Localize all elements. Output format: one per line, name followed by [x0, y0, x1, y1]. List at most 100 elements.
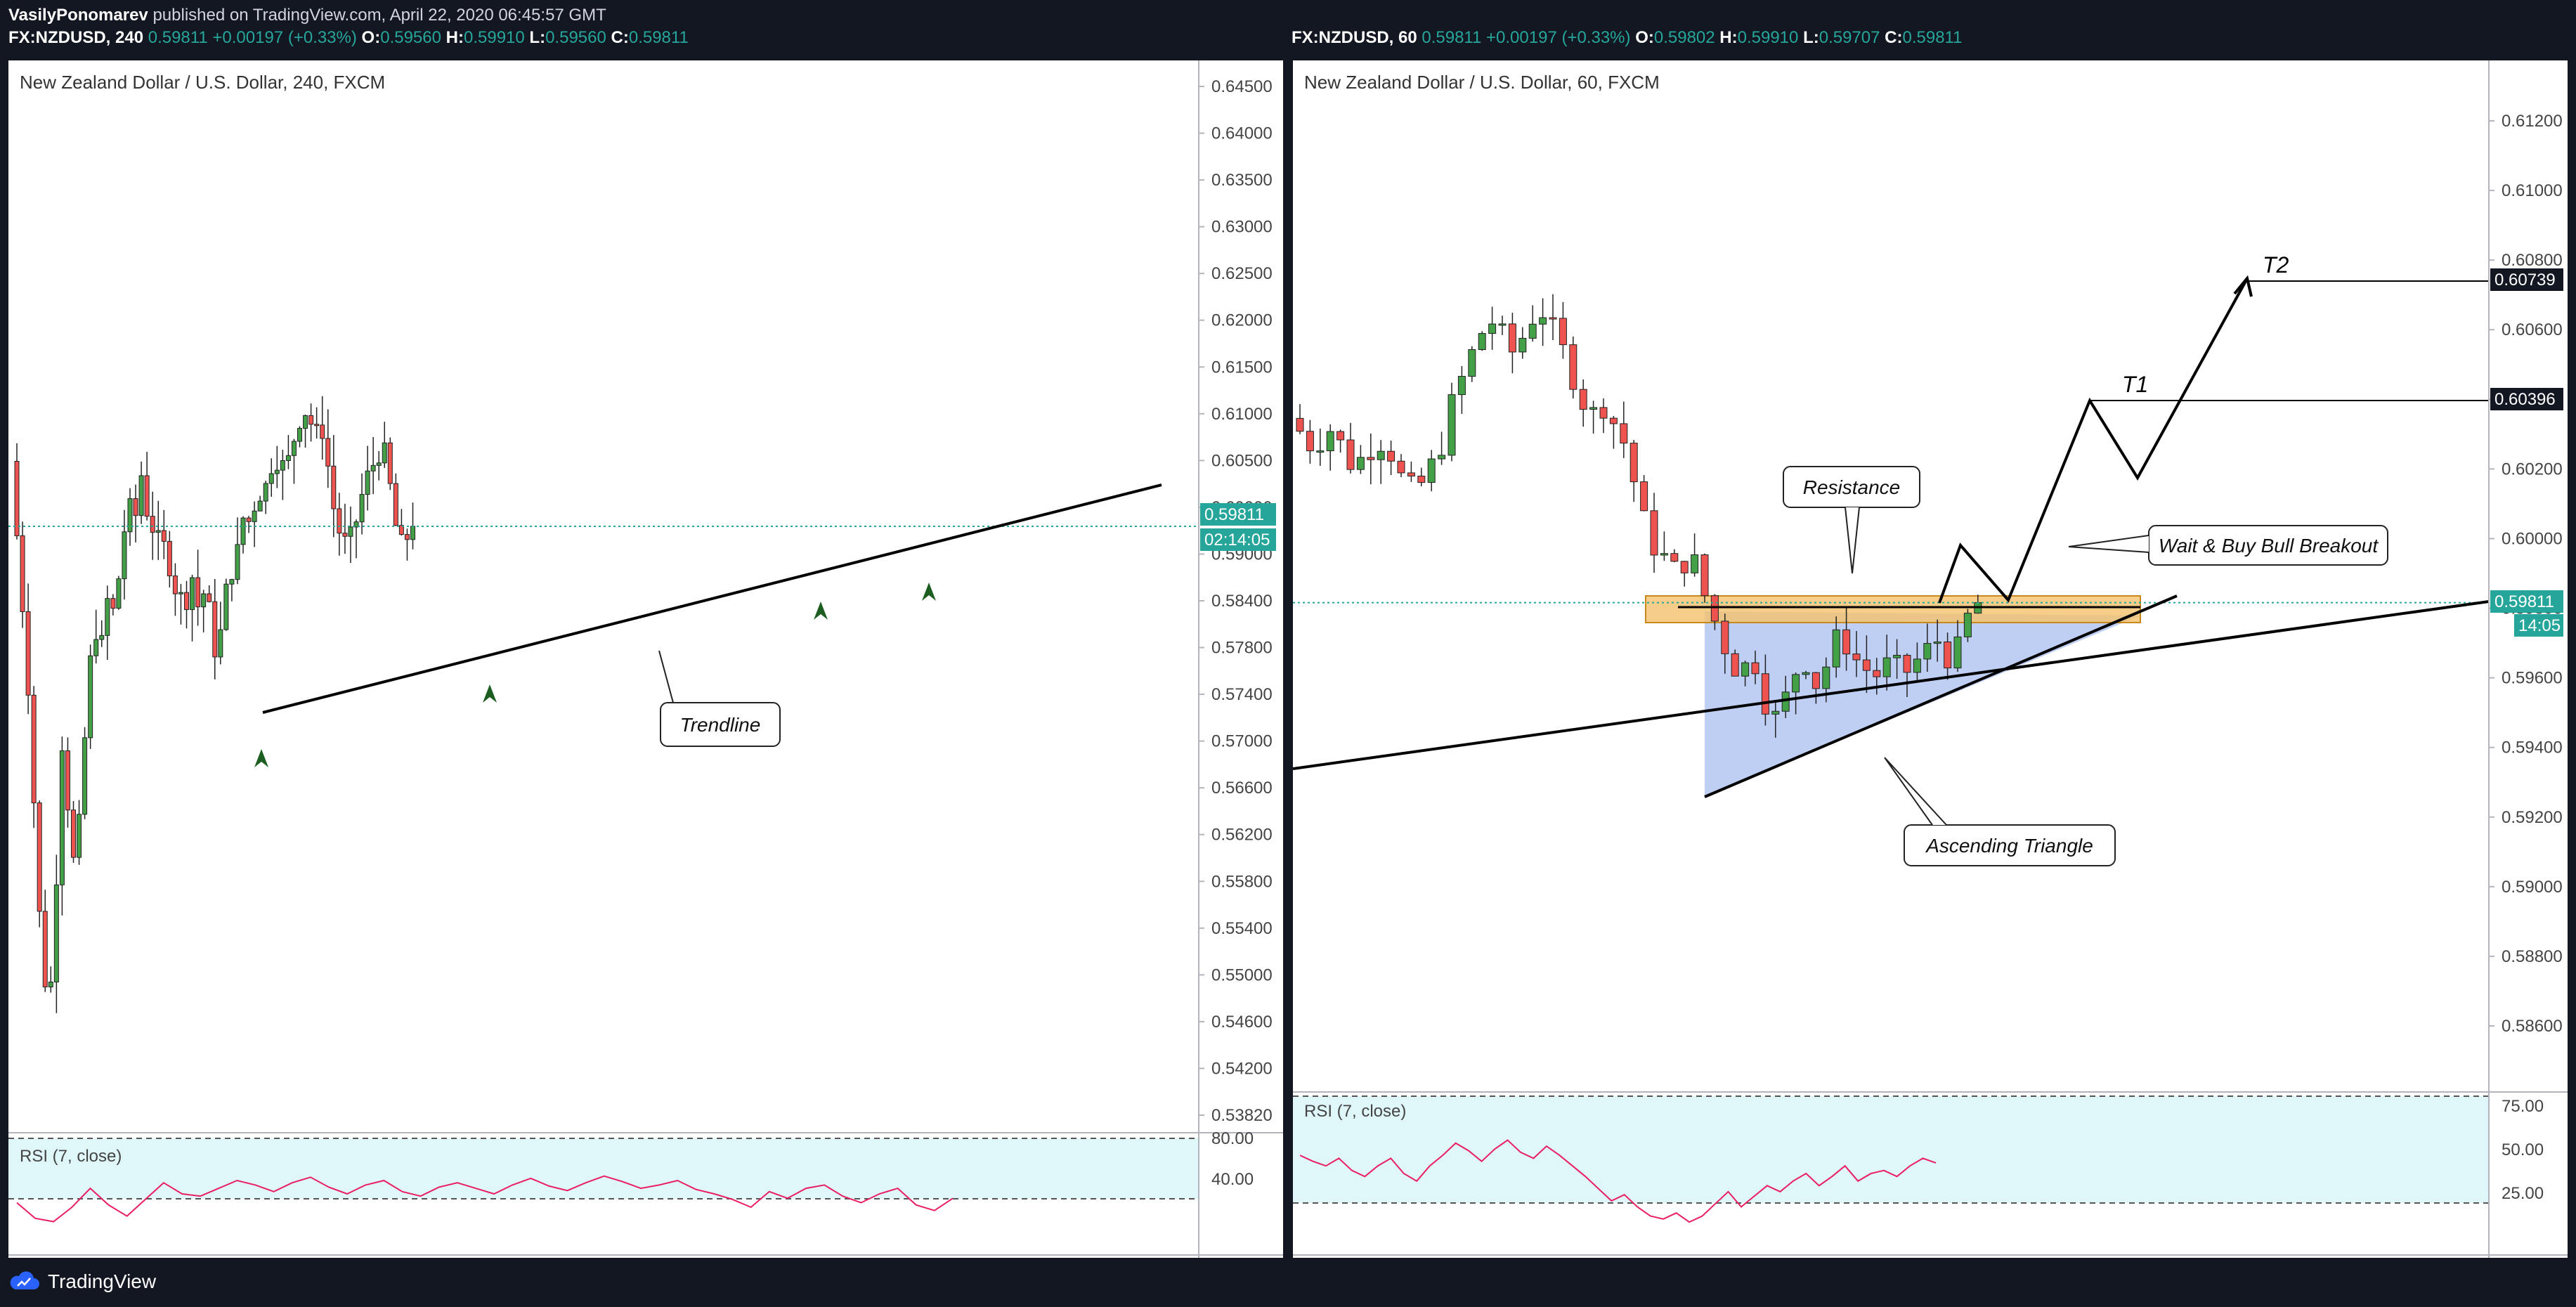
trendline[interactable] — [262, 483, 1162, 714]
candle — [1822, 666, 1830, 689]
price-axis-label[interactable]: 0.55000 — [1211, 965, 1273, 984]
right-candles — [1293, 294, 2489, 738]
left-countdown-tag[interactable]: 02:14:05 — [1204, 531, 1270, 550]
price-axis-label[interactable]: 0.59400 — [2502, 739, 2563, 757]
price-axis-label[interactable]: 0.60000 — [2502, 529, 2563, 548]
price-axis-label[interactable]: 0.60600 — [2502, 320, 2563, 339]
triangle-callout-box[interactable] — [1904, 824, 2116, 866]
right-countdown-tag[interactable]: 14:05 — [2518, 616, 2561, 635]
candle — [53, 884, 59, 982]
breakout-callout[interactable]: Wait & Buy Bull Breakout — [2159, 535, 2379, 557]
resistance-zone[interactable] — [1645, 595, 2141, 623]
price-axis-label[interactable]: 0.62500 — [1211, 264, 1273, 283]
target2-price-tag[interactable]: 0.60739 — [2494, 271, 2556, 290]
rsi-axis-label[interactable]: 75.00 — [2502, 1097, 2544, 1116]
triangle-callout[interactable]: Ascending Triangle — [1925, 835, 2093, 857]
price-axis-label[interactable]: 0.61000 — [1211, 405, 1273, 424]
right-chart-pane[interactable]: T1 T2 Resistance Wait & Buy Bull Breakout As… — [1293, 60, 2568, 1258]
price-axis-label[interactable]: 0.59200 — [2502, 808, 2563, 827]
price-axis-label[interactable]: 0.63500 — [1211, 171, 1273, 190]
price-axis-label[interactable]: 0.54600 — [1211, 1013, 1273, 1032]
right-chart-svg[interactable]: T1 T2 Resistance Wait & Buy Bull Breakout As… — [1293, 60, 2568, 1258]
candle — [1923, 643, 1932, 660]
price-axis-label[interactable]: 0.57400 — [1211, 685, 1273, 704]
resistance-callout[interactable]: Resistance — [1803, 476, 1901, 498]
trendline-callout[interactable]: Trendline — [680, 714, 761, 736]
price-axis-label[interactable]: 0.55800 — [1211, 872, 1273, 891]
right-last-price-tag[interactable]: 0.59811 — [2494, 592, 2554, 611]
projected-path[interactable] — [1938, 280, 2247, 604]
candle — [37, 802, 42, 912]
candle — [404, 534, 410, 540]
price-axis-label[interactable]: 0.59600 — [2502, 669, 2563, 688]
price-axis-label[interactable]: 0.58800 — [2502, 947, 2563, 966]
candle — [105, 598, 110, 636]
left-chart-svg[interactable]: Trendline 0.645000.640000.635000.630000.… — [8, 60, 1283, 1258]
candle — [1589, 407, 1598, 410]
left-price-axis[interactable]: 0.64500 0.64000 0.63500 0.63000 0.62500 0.620… — [8, 60, 1283, 1258]
price-axis-label[interactable]: 0.61000 — [2502, 181, 2563, 200]
price-axis-label[interactable]: 0.60200 — [2502, 460, 2563, 479]
left-symbol[interactable]: FX:NZDUSD, 240 — [8, 28, 144, 47]
price-axis-label[interactable]: 0.60800 — [2502, 251, 2563, 270]
candle — [1488, 323, 1497, 334]
candle — [1599, 407, 1608, 419]
trendline-callout-box[interactable] — [660, 702, 781, 747]
price-axis-label[interactable]: 0.61500 — [1211, 358, 1273, 377]
price-axis-label[interactable]: 0.62000 — [1211, 311, 1273, 330]
left-last-price-tag[interactable]: 0.59811 — [1204, 505, 1264, 524]
target1-price-tag[interactable]: 0.60396 — [2494, 390, 2556, 409]
candle — [1913, 658, 1921, 673]
candle — [190, 577, 195, 611]
price-axis-label[interactable]: 0.57000 — [1211, 732, 1273, 751]
left-drawings[interactable]: Trendline — [254, 483, 1162, 767]
price-axis-label[interactable]: 0.53820 — [1211, 1106, 1273, 1125]
price-axis-label[interactable]: 0.54200 — [1211, 1059, 1273, 1078]
triangle-support-line[interactable] — [1704, 594, 2178, 798]
candle — [195, 577, 201, 608]
candle — [1761, 673, 1769, 715]
candle — [1640, 481, 1648, 512]
price-axis-label[interactable]: 0.60500 — [1211, 451, 1273, 470]
price-axis-label[interactable]: 0.55400 — [1211, 919, 1273, 938]
left-chart-title: New Zealand Dollar / U.S. Dollar, 240, F… — [20, 72, 386, 93]
rsi-axis-label[interactable]: 40.00 — [1211, 1170, 1254, 1189]
price-axis-label[interactable]: 0.61200 — [2502, 112, 2563, 131]
price-axis-label[interactable]: 0.64000 — [1211, 124, 1273, 143]
tradingview-footer[interactable]: TradingView — [8, 1266, 156, 1297]
right-close: 0.59811 — [1902, 28, 1963, 47]
right-drawings[interactable]: T1 T2 Resistance Wait & Buy Bull Breakout As… — [1293, 252, 2490, 866]
candle — [71, 809, 76, 858]
right-symbol[interactable]: FX:NZDUSD, 60 — [1292, 28, 1417, 47]
rsi-axis-label[interactable]: 50.00 — [2502, 1140, 2544, 1159]
left-chart-pane[interactable]: Trendline 0.64500 0.64000 0.63500 0.63000 0.… — [8, 60, 1283, 1258]
price-axis-label[interactable]: 0.63000 — [1211, 218, 1273, 237]
candle — [348, 526, 353, 537]
candle — [280, 460, 285, 471]
right-price-axis[interactable]: 0.612000.610000.608000.606000.604000.602… — [1293, 60, 2568, 1258]
long-trendline[interactable] — [1293, 600, 2490, 770]
price-axis-label[interactable]: 0.56200 — [1211, 826, 1273, 845]
candle — [1397, 460, 1405, 474]
author-name[interactable]: VasilyPonomarev — [8, 6, 148, 25]
candle — [1721, 620, 1729, 654]
price-axis-label[interactable]: 0.58600 — [2502, 1017, 2563, 1036]
candle — [1498, 323, 1507, 326]
t2-label[interactable]: T2 — [2263, 252, 2289, 278]
t1-label[interactable]: T1 — [2122, 372, 2148, 397]
brand-name: TradingView — [48, 1270, 157, 1292]
candle — [1296, 417, 1304, 432]
rsi-axis-label[interactable]: 80.00 — [1211, 1129, 1254, 1148]
price-axis-label[interactable]: 0.57800 — [1211, 639, 1273, 658]
price-axis-label[interactable]: 0.56600 — [1211, 779, 1273, 798]
price-axis-label[interactable]: 0.58400 — [1211, 592, 1273, 611]
target1-price-tag-bg — [2490, 388, 2563, 410]
rsi-axis-label[interactable]: 25.00 — [2502, 1184, 2544, 1203]
right-chart-title: New Zealand Dollar / U.S. Dollar, 60, FX… — [1304, 72, 1660, 93]
price-axis-label[interactable]: 0.64500 — [1211, 77, 1273, 96]
price-axis-label[interactable]: 0.59000 — [2502, 878, 2563, 897]
candle — [387, 442, 393, 484]
candle — [308, 415, 314, 425]
cloud-logo-icon — [10, 1271, 39, 1289]
candle — [1549, 317, 1557, 320]
